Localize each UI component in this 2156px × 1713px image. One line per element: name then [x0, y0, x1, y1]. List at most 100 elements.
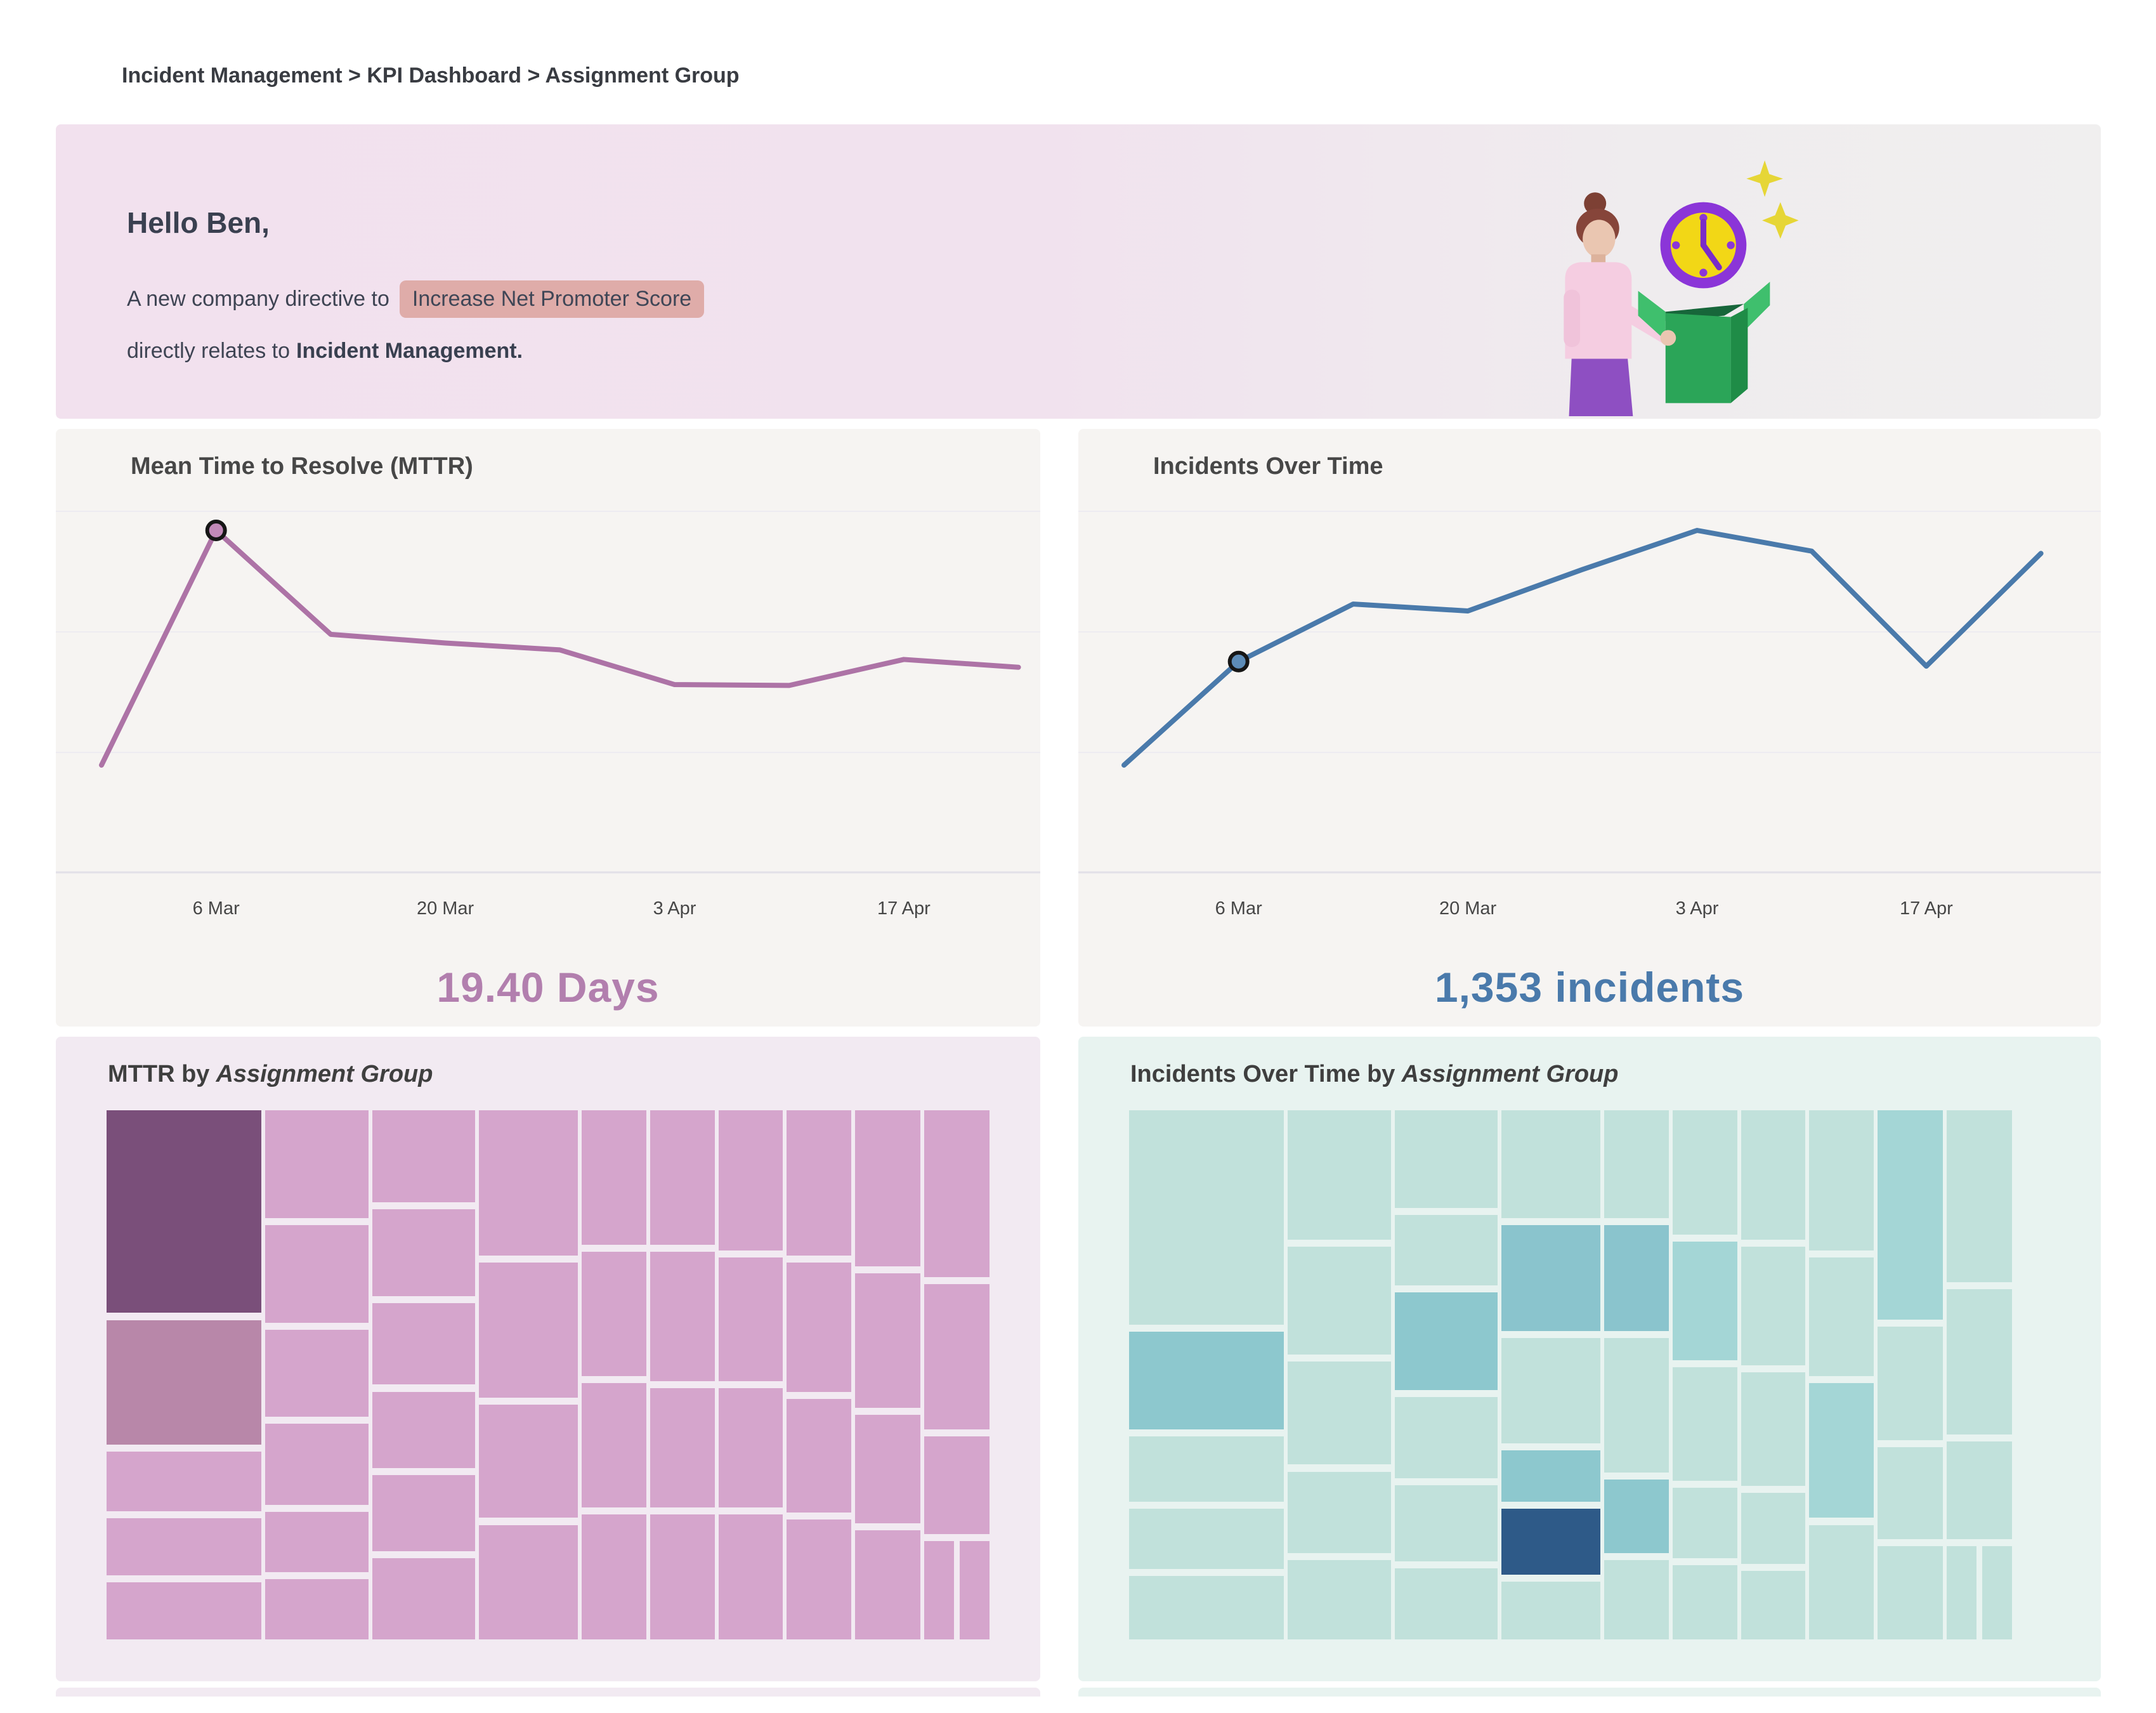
- treemap-cell[interactable]: [1501, 1450, 1601, 1502]
- treemap-cell[interactable]: [924, 1283, 990, 1430]
- treemap-cell[interactable]: [1288, 1247, 1392, 1355]
- treemap-cell[interactable]: [582, 1383, 646, 1507]
- treemap-cell[interactable]: [265, 1512, 369, 1573]
- treemap-cell[interactable]: [718, 1257, 783, 1382]
- treemap-cell[interactable]: [1877, 1546, 1943, 1639]
- treemap-cell[interactable]: [107, 1110, 262, 1313]
- treemap-cell[interactable]: [650, 1514, 715, 1639]
- treemap-cell[interactable]: [107, 1320, 262, 1445]
- treemap-cell[interactable]: [1288, 1559, 1392, 1639]
- treemap-cell[interactable]: [1672, 1565, 1737, 1639]
- highlighted-data-point[interactable]: [205, 520, 227, 541]
- treemap-cell[interactable]: [372, 1474, 476, 1551]
- treemap-cell[interactable]: [854, 1110, 920, 1266]
- treemap-cell[interactable]: [107, 1582, 262, 1639]
- treemap-cell[interactable]: [372, 1391, 476, 1468]
- treemap-cell[interactable]: [1395, 1214, 1498, 1286]
- treemap-cell[interactable]: [372, 1209, 476, 1297]
- treemap-cell[interactable]: [1288, 1471, 1392, 1553]
- treemap-cell[interactable]: [582, 1514, 646, 1639]
- treemap-cell[interactable]: [1672, 1367, 1737, 1481]
- treemap-cell[interactable]: [854, 1273, 920, 1408]
- treemap-cell[interactable]: [1395, 1110, 1498, 1208]
- treemap-cell[interactable]: [479, 1525, 578, 1639]
- treemap-cell[interactable]: [650, 1110, 715, 1245]
- treemap-cell[interactable]: [1501, 1509, 1601, 1575]
- treemap-cell[interactable]: [1288, 1110, 1392, 1240]
- treemap-cell[interactable]: [1809, 1383, 1874, 1518]
- treemap-cell[interactable]: [1129, 1576, 1284, 1639]
- treemap-cell[interactable]: [479, 1110, 578, 1256]
- treemap-cell[interactable]: [1741, 1372, 1806, 1487]
- treemap-cell[interactable]: [582, 1252, 646, 1377]
- treemap-cell[interactable]: [959, 1540, 990, 1639]
- treemap-cell[interactable]: [1288, 1362, 1392, 1465]
- treemap-cell[interactable]: [1741, 1110, 1806, 1240]
- treemap-cell[interactable]: [1809, 1525, 1874, 1639]
- treemap-cell[interactable]: [1604, 1559, 1669, 1639]
- treemap-cell[interactable]: [107, 1518, 262, 1576]
- breadcrumb[interactable]: Incident Management > KPI Dashboard > As…: [122, 63, 740, 88]
- treemap-cell[interactable]: [1877, 1327, 1943, 1440]
- treemap-cell[interactable]: [1501, 1110, 1601, 1219]
- treemap-cell[interactable]: [1395, 1396, 1498, 1479]
- treemap-cell[interactable]: [1395, 1568, 1498, 1639]
- treemap-cell[interactable]: [1604, 1110, 1669, 1219]
- treemap-cell[interactable]: [787, 1110, 851, 1256]
- treemap-cell[interactable]: [1604, 1480, 1669, 1553]
- treemap-cell[interactable]: [1877, 1110, 1943, 1320]
- treemap-cell[interactable]: [479, 1263, 578, 1398]
- treemap-cell[interactable]: [1604, 1225, 1669, 1331]
- treemap-cell[interactable]: [1982, 1546, 2012, 1639]
- treemap-cell[interactable]: [1672, 1110, 1737, 1235]
- treemap-cell[interactable]: [1501, 1581, 1601, 1639]
- treemap-cell[interactable]: [1129, 1110, 1284, 1325]
- treemap-cell[interactable]: [1877, 1447, 1943, 1540]
- treemap-cell[interactable]: [1809, 1257, 1874, 1377]
- treemap-cell[interactable]: [372, 1558, 476, 1639]
- treemap-cell[interactable]: [718, 1110, 783, 1250]
- treemap-cell[interactable]: [1741, 1247, 1806, 1366]
- treemap-cell[interactable]: [787, 1263, 851, 1393]
- treemap-cell[interactable]: [1129, 1509, 1284, 1570]
- treemap-cell[interactable]: [1604, 1337, 1669, 1473]
- treemap-cell[interactable]: [1741, 1493, 1806, 1564]
- treemap-cell[interactable]: [265, 1225, 369, 1323]
- treemap-cell[interactable]: [1501, 1337, 1601, 1443]
- treemap-cell[interactable]: [1946, 1441, 2012, 1540]
- treemap-cell[interactable]: [1946, 1110, 2012, 1283]
- treemap-cell[interactable]: [1946, 1289, 2012, 1435]
- treemap-cell[interactable]: [265, 1110, 369, 1219]
- treemap-cell[interactable]: [1946, 1546, 1977, 1639]
- treemap-cell[interactable]: [1741, 1570, 1806, 1639]
- treemap-cell[interactable]: [265, 1330, 369, 1417]
- treemap-cell[interactable]: [479, 1404, 578, 1518]
- treemap-cell[interactable]: [265, 1423, 369, 1506]
- treemap-cell[interactable]: [854, 1530, 920, 1639]
- treemap-cell[interactable]: [924, 1436, 990, 1534]
- treemap-cell[interactable]: [924, 1540, 955, 1639]
- treemap-cell[interactable]: [854, 1415, 920, 1523]
- net-promoter-score-chip[interactable]: Increase Net Promoter Score: [399, 280, 705, 318]
- treemap-cell[interactable]: [718, 1388, 783, 1507]
- treemap-cell[interactable]: [1809, 1110, 1874, 1250]
- treemap-cell[interactable]: [1395, 1485, 1498, 1562]
- treemap-cell[interactable]: [1129, 1332, 1284, 1430]
- treemap-cell[interactable]: [650, 1252, 715, 1382]
- treemap-cell[interactable]: [372, 1110, 476, 1203]
- treemap-cell[interactable]: [787, 1399, 851, 1513]
- treemap-cell[interactable]: [265, 1579, 369, 1639]
- incidents-line-chart[interactable]: 6 Mar 20 Mar 3 Apr 17 Apr: [1078, 429, 2101, 936]
- treemap-cell[interactable]: [372, 1303, 476, 1385]
- treemap-cell[interactable]: [1672, 1241, 1737, 1360]
- treemap-cell[interactable]: [1129, 1436, 1284, 1502]
- treemap-cell[interactable]: [1672, 1487, 1737, 1559]
- treemap-cell[interactable]: [650, 1388, 715, 1507]
- treemap-cell[interactable]: [924, 1110, 990, 1277]
- treemap-cell[interactable]: [787, 1519, 851, 1639]
- treemap-cell[interactable]: [1501, 1225, 1601, 1331]
- treemap-cell[interactable]: [718, 1514, 783, 1639]
- highlighted-data-point[interactable]: [1227, 650, 1250, 673]
- mttr-line-chart[interactable]: 6 Mar 20 Mar 3 Apr 17 Apr: [56, 429, 1040, 936]
- treemap-cell[interactable]: [1395, 1292, 1498, 1390]
